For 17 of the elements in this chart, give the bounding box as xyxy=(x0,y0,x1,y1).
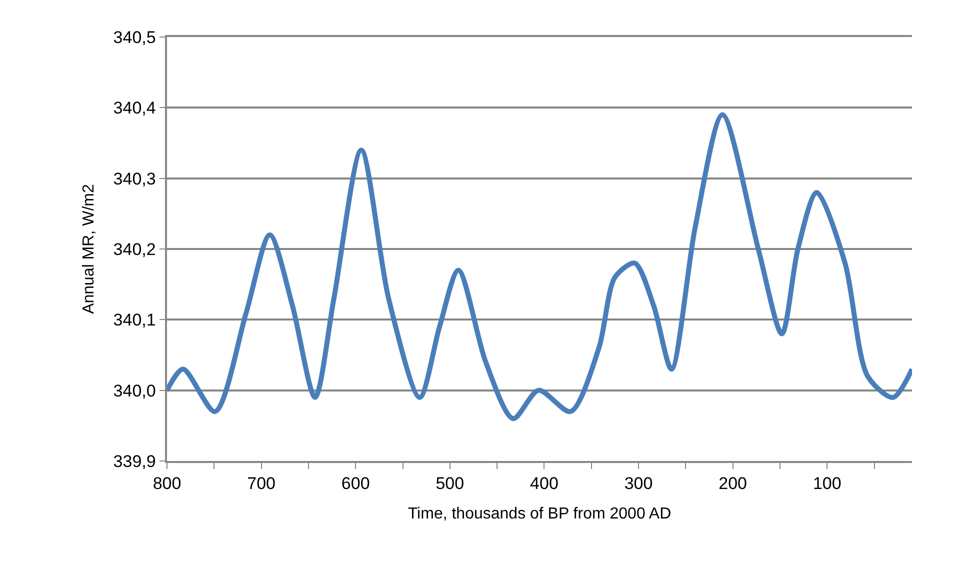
x-tick-label: 200 xyxy=(718,474,748,494)
x-tick-label: 700 xyxy=(247,474,276,494)
y-axis-title: Annual MR, W/m2 xyxy=(80,184,98,314)
x-tick-label: 800 xyxy=(152,474,182,494)
y-tick-label: 339,9 xyxy=(113,452,156,471)
x-axis-title: Time, thousands of BP from 2000 AD xyxy=(408,505,672,522)
y-tick-label: 340,5 xyxy=(113,28,156,47)
x-tick-label: 300 xyxy=(624,474,653,494)
y-tick-label: 340,0 xyxy=(113,381,156,400)
y-tick-label: 340,3 xyxy=(113,169,156,188)
y-tick-label: 340,1 xyxy=(113,310,156,330)
x-tick-label: 600 xyxy=(341,474,370,494)
x-tick-label: 500 xyxy=(436,474,464,494)
x-tick-label: 400 xyxy=(530,474,558,494)
x-tick-label: 100 xyxy=(812,474,842,494)
y-tick-label: 340,4 xyxy=(113,98,156,118)
y-tick-label: 340,2 xyxy=(113,240,156,259)
